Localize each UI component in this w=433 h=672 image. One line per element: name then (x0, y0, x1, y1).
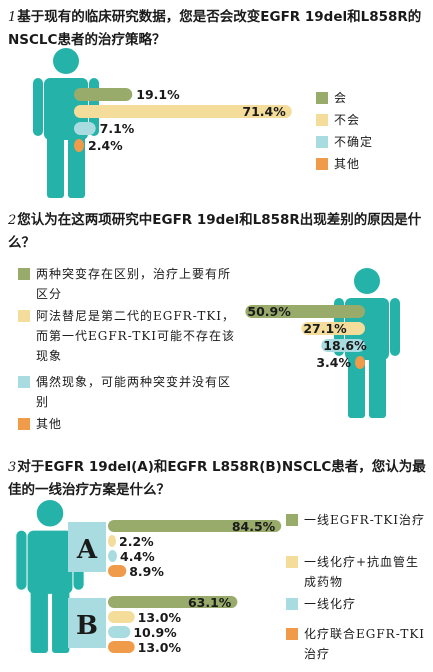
legend-item: 阿法替尼是第二代的EGFR-TKI，而第一代EGFR-TKI可能不存在该现象 (18, 306, 240, 366)
bar (108, 611, 135, 623)
data-label: 8.9% (129, 564, 164, 579)
data-label: 18.6% (323, 338, 367, 353)
question-number: 1 (8, 10, 17, 25)
data-label: 63.1% (188, 595, 232, 610)
legend-swatch (286, 514, 298, 526)
legend-item: 一线化疗+抗血管生成药物 (286, 552, 426, 592)
data-label: 27.1% (303, 321, 347, 336)
legend-label: 其他 (36, 417, 63, 431)
data-label: 2.4% (88, 138, 123, 153)
bar (108, 596, 238, 608)
legend-label: 会 (334, 91, 348, 105)
bar (108, 626, 131, 638)
question-number: 2 (8, 213, 17, 228)
bar (74, 88, 133, 101)
group-box (68, 598, 106, 648)
question-2: 2您认为在这两项研究中EGFR 19del和L858R出现差别的原因是什么？ (8, 209, 428, 254)
bar (108, 641, 135, 653)
question-text: 基于现有的临床研究数据，您是否会改变EGFR 19del和L858R的NSCLC… (8, 9, 422, 48)
bar (108, 565, 127, 577)
legend-swatch (316, 92, 328, 104)
legend-swatch (286, 556, 298, 568)
question-1: 1基于现有的临床研究数据，您是否会改变EGFR 19del和L858R的NSCL… (8, 6, 428, 51)
group-box (68, 522, 106, 572)
legend-item: 一线EGFR-TKI治疗 (286, 510, 426, 530)
data-label: 19.1% (136, 87, 180, 102)
legend-item: 偶然现象，可能两种突变并没有区别 (18, 372, 240, 412)
data-label: 84.5% (232, 519, 276, 534)
bar (108, 550, 118, 562)
bar (355, 356, 365, 369)
legend-item: 两种突变存在区别，治疗上要有所区分 (18, 264, 240, 304)
data-label: 13.0% (138, 610, 182, 625)
legend-label: 两种突变存在区别，治疗上要有所区分 (36, 267, 232, 301)
legend-swatch (18, 310, 30, 322)
data-label: 2.2% (119, 534, 154, 549)
legend-swatch (316, 158, 328, 170)
data-label: 13.0% (138, 640, 182, 655)
person-figure (16, 500, 84, 653)
bar (108, 520, 282, 532)
group-label: A (76, 535, 98, 565)
bar (321, 339, 365, 352)
legend-item: 化疗联合EGFR-TKI治疗 (286, 624, 426, 664)
legend-label: 一线化疗 (304, 597, 357, 611)
legend-swatch (316, 136, 328, 148)
data-label: 4.4% (120, 549, 155, 564)
question-3: 3对于EGFR 19del(A)和EGFR L858R(B)NSCLC患者，您认… (8, 456, 428, 501)
legend-label: 阿法替尼是第二代的EGFR-TKI，而第一代EGFR-TKI可能不存在该现象 (36, 309, 236, 363)
legend-label: 其他 (334, 157, 361, 171)
legend-label: 不会 (334, 113, 361, 127)
data-label: 10.9% (133, 625, 177, 640)
data-label: 50.9% (247, 304, 291, 319)
legend-label: 偶然现象，可能两种突变并没有区别 (36, 375, 232, 409)
bar (301, 322, 365, 335)
legend-swatch (286, 628, 298, 640)
legend-swatch (316, 114, 328, 126)
question-number: 3 (8, 460, 17, 475)
bar (245, 305, 365, 318)
data-label: 3.4% (316, 355, 351, 370)
legend-label: 一线化疗+抗血管生成药物 (304, 555, 420, 589)
bar (74, 139, 84, 152)
bar (74, 122, 96, 135)
legend-label: 化疗联合EGFR-TKI治疗 (304, 627, 426, 661)
legend-swatch (18, 376, 30, 388)
bar (74, 105, 292, 118)
legend-item: 不确定 (316, 132, 426, 152)
legend-item: 一线化疗 (286, 594, 426, 614)
legend-item: 会 (316, 88, 426, 108)
legend-label: 一线EGFR-TKI治疗 (304, 513, 426, 527)
legend-swatch (18, 268, 30, 280)
bar (108, 535, 116, 547)
data-label: 7.1% (100, 121, 135, 136)
group-label: B (76, 611, 98, 641)
legend-item: 其他 (316, 154, 426, 174)
question-text: 您认为在这两项研究中EGFR 19del和L858R出现差别的原因是什么？ (8, 212, 422, 251)
legend-item: 不会 (316, 110, 426, 130)
question-text: 对于EGFR 19del(A)和EGFR L858R(B)NSCLC患者，您认为… (8, 459, 426, 498)
legend-item: 其他 (18, 414, 240, 434)
legend-label: 不确定 (334, 135, 374, 149)
data-label: 71.4% (242, 104, 286, 119)
legend-swatch (286, 598, 298, 610)
legend-swatch (18, 418, 30, 430)
